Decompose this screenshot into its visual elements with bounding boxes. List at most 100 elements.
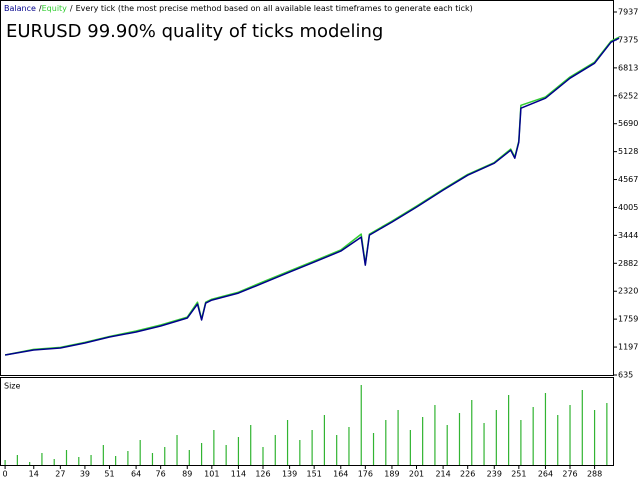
- size-panel: [0, 377, 614, 466]
- bar: [385, 420, 387, 465]
- bar: [520, 420, 522, 465]
- x-tick-label: 114: [231, 470, 246, 479]
- bar: [151, 453, 154, 465]
- bar: [422, 417, 424, 465]
- bar: [471, 400, 473, 465]
- bar: [581, 390, 583, 465]
- x-tick-label: 64: [131, 470, 141, 479]
- bar: [508, 395, 510, 465]
- y-tick-label: 3444: [618, 231, 638, 240]
- bar: [593, 410, 596, 465]
- y-tick-label: 5690: [618, 119, 638, 128]
- x-tick-label: 176: [358, 470, 373, 479]
- y-tick-label: 4567: [618, 175, 638, 184]
- series-line: [4, 37, 620, 356]
- x-tick-label: 39: [80, 470, 90, 479]
- legend-note: Every tick (the most precise method base…: [76, 4, 473, 13]
- x-tick-label: 14: [29, 470, 39, 479]
- x-tick-label: 201: [409, 470, 424, 479]
- bar: [188, 450, 190, 465]
- bar: [250, 425, 252, 465]
- x-tick-label: 239: [487, 470, 502, 479]
- panel-title: Size: [4, 382, 21, 391]
- bar: [213, 430, 215, 465]
- bar: [458, 413, 461, 465]
- legend-separator: /: [70, 4, 73, 13]
- x-tick-label: 51: [104, 470, 114, 479]
- bar: [78, 457, 80, 465]
- x-tick-label: 288: [587, 470, 602, 479]
- chart-title: EURUSD 99.90% quality of ticks modeling: [6, 21, 383, 42]
- legend-entry: Equity: [42, 4, 68, 13]
- bar: [446, 425, 448, 465]
- x-tick-label: 214: [435, 470, 450, 479]
- x-tick-label: 139: [282, 470, 297, 479]
- x-tick-label: 89: [182, 470, 192, 479]
- main-panel: [0, 0, 614, 376]
- bar: [102, 445, 104, 465]
- bar: [286, 420, 289, 465]
- bar: [557, 415, 559, 465]
- bar: [569, 405, 571, 465]
- legend-separator: /: [39, 4, 42, 13]
- bar: [544, 393, 547, 465]
- bar: [532, 407, 534, 465]
- x-tick-label: 189: [384, 470, 399, 479]
- bar: [397, 410, 399, 465]
- bar: [262, 447, 264, 465]
- bar: [4, 460, 6, 465]
- y-tick-label: 6252: [618, 91, 638, 100]
- bar: [336, 435, 338, 465]
- legend: Balance/Equity / Every tick (the most prec…: [4, 4, 473, 13]
- y-tick-label: 2320: [618, 287, 638, 296]
- bar: [409, 430, 411, 465]
- x-tick-label: 101: [204, 470, 219, 479]
- x-tick-label: 151: [307, 470, 322, 479]
- bar: [16, 455, 18, 465]
- bar: [29, 462, 31, 465]
- bar: [372, 433, 375, 465]
- x-tick-label: 164: [333, 470, 348, 479]
- x-tick-label: 226: [460, 470, 475, 479]
- bar: [176, 435, 178, 465]
- bar: [606, 403, 608, 465]
- bar: [225, 445, 227, 465]
- bar: [237, 437, 240, 465]
- bar: [360, 385, 362, 465]
- y-tick-label: 7375: [618, 35, 638, 44]
- bar: [274, 435, 276, 465]
- y-tick-label: 635: [618, 371, 633, 380]
- y-tick-label: 6813: [618, 63, 638, 72]
- bar: [483, 423, 485, 465]
- y-tick-label: 1197: [618, 343, 638, 352]
- bar: [311, 430, 313, 465]
- x-tick-label: 264: [538, 470, 553, 479]
- bar: [495, 410, 497, 465]
- bar: [127, 451, 129, 465]
- bar: [65, 450, 68, 465]
- bar: [348, 427, 350, 465]
- bar: [299, 440, 301, 465]
- y-tick-label: 4005: [618, 203, 638, 212]
- legend-entry: Balance: [4, 4, 36, 13]
- x-tick-label: 0: [3, 470, 8, 479]
- bar: [434, 405, 436, 465]
- bar: [164, 447, 166, 465]
- bar: [200, 443, 203, 465]
- bar: [53, 459, 55, 465]
- x-tick-label: 276: [562, 470, 577, 479]
- y-tick-label: 5128: [618, 147, 638, 156]
- bar: [323, 415, 325, 465]
- x-tick-label: 76: [156, 470, 166, 479]
- x-tick-label: 126: [255, 470, 270, 479]
- bar: [41, 453, 43, 465]
- bar: [139, 440, 141, 465]
- x-tick-label: 251: [511, 470, 526, 479]
- y-tick-label: 1759: [618, 315, 638, 324]
- y-tick-label: 2882: [618, 259, 638, 268]
- bar: [90, 455, 92, 465]
- bar: [115, 456, 117, 465]
- y-tick-label: 7937: [618, 8, 638, 17]
- x-tick-label: 27: [55, 470, 65, 479]
